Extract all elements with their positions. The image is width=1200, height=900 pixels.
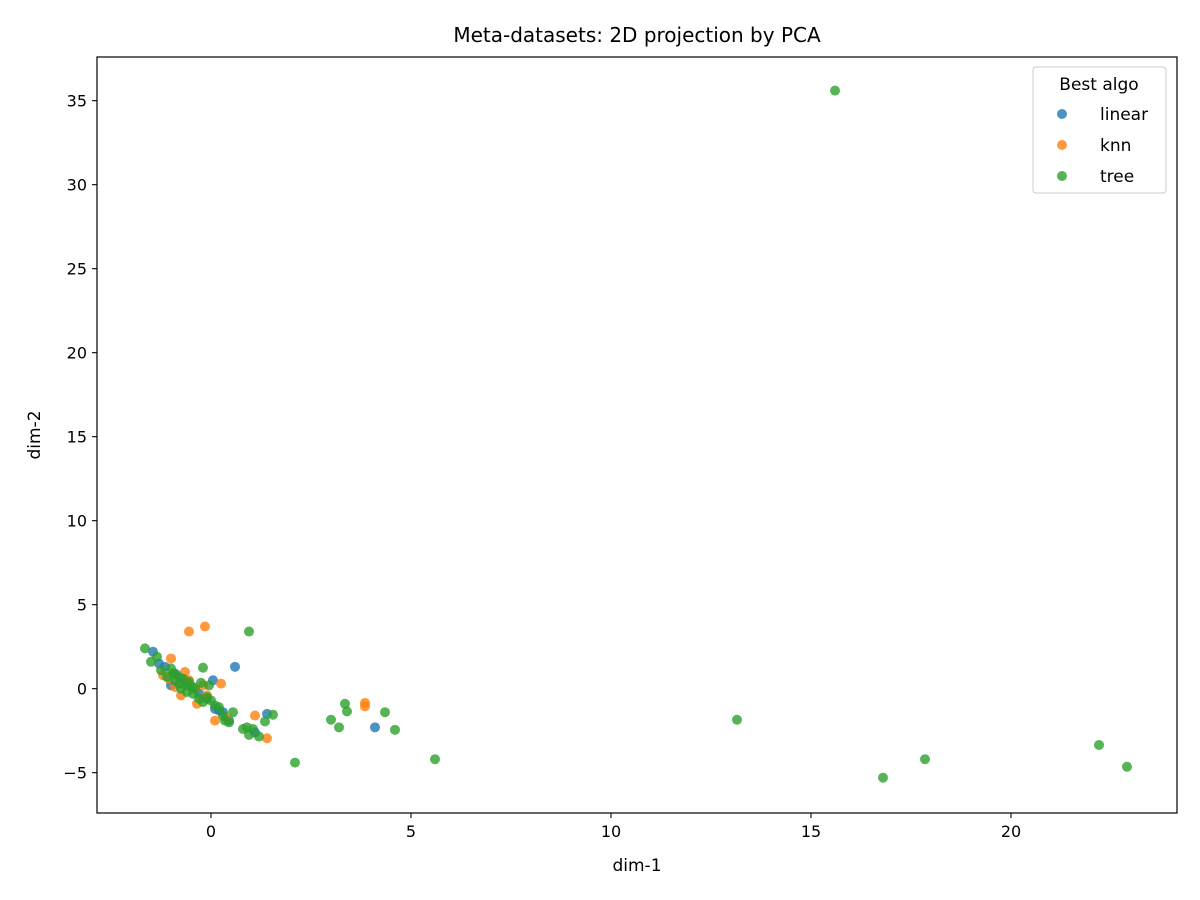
- data-point-tree: [268, 709, 278, 720]
- data-point-knn: [216, 678, 226, 689]
- y-tick-label: 0: [77, 680, 87, 699]
- y-tick-label: 25: [67, 260, 87, 279]
- data-point-tree: [732, 714, 742, 725]
- data-point-tree: [260, 716, 270, 727]
- data-point-knn: [200, 621, 210, 632]
- data-point-tree: [152, 651, 162, 662]
- data-point-knn: [210, 715, 220, 726]
- data-point-tree: [224, 717, 234, 728]
- data-point-tree: [830, 85, 840, 96]
- legend-entries: linear knn tree: [1057, 105, 1148, 187]
- data-point-tree: [156, 665, 166, 676]
- data-point-tree: [326, 714, 336, 725]
- data-point-tree: [214, 702, 224, 713]
- data-point-tree: [228, 707, 238, 718]
- y-axis-ticks: −5 0 5 10 15 20 25 30 35: [63, 92, 97, 783]
- legend-label-linear: linear: [1100, 105, 1148, 125]
- data-point-tree: [1094, 739, 1104, 750]
- data-point-knn: [262, 733, 272, 744]
- legend-marker-knn: [1057, 140, 1067, 150]
- data-point-tree: [334, 722, 344, 733]
- data-point-tree: [390, 724, 400, 735]
- data-point-knn: [360, 697, 370, 708]
- chart-title: Meta-datasets: 2D projection by PCA: [453, 23, 821, 47]
- legend-label-tree: tree: [1100, 167, 1134, 187]
- x-axis-label: dim-1: [612, 856, 661, 876]
- data-point-linear: [230, 661, 240, 672]
- y-tick-label: 20: [67, 344, 87, 363]
- y-tick-label: 10: [67, 512, 87, 531]
- y-tick-label: 15: [67, 428, 87, 447]
- data-point-tree: [140, 643, 150, 654]
- data-point-tree: [342, 706, 352, 717]
- x-tick-label: 0: [206, 822, 216, 841]
- x-axis-ticks: 0 5 10 15 20: [206, 813, 1021, 841]
- y-tick-label: 5: [77, 596, 87, 615]
- data-point-tree: [290, 757, 300, 768]
- y-tick-label: 30: [67, 176, 87, 195]
- y-axis-label: dim-2: [25, 410, 45, 459]
- data-point-knn: [184, 626, 194, 637]
- data-point-tree: [340, 698, 350, 709]
- data-point-knn: [166, 653, 176, 664]
- data-point-tree: [878, 772, 888, 783]
- legend-marker-tree: [1057, 171, 1067, 181]
- data-point-tree: [920, 754, 930, 765]
- legend-title: Best algo: [1059, 75, 1138, 95]
- x-tick-label: 20: [1001, 822, 1021, 841]
- y-tick-label: −5: [63, 764, 87, 783]
- data-point-tree: [244, 626, 254, 637]
- y-tick-label: 35: [67, 92, 87, 111]
- data-point-tree: [380, 707, 390, 718]
- plot-area-frame: [96, 56, 1178, 814]
- data-point-tree: [430, 754, 440, 765]
- x-tick-label: 5: [406, 822, 416, 841]
- data-point-linear: [370, 722, 380, 733]
- data-point-tree: [196, 677, 206, 688]
- data-point-tree: [198, 662, 208, 673]
- legend-marker-linear: [1057, 109, 1067, 119]
- data-point-tree: [248, 724, 258, 734]
- data-point-tree: [1122, 761, 1132, 772]
- data-point-tree: [204, 680, 214, 691]
- data-points: [140, 85, 1132, 783]
- legend: Best algo linear knn tree: [1032, 66, 1167, 194]
- data-point-knn: [250, 710, 260, 721]
- legend-label-knn: knn: [1100, 136, 1131, 156]
- x-tick-label: 10: [601, 822, 621, 841]
- legend-box: [1032, 66, 1167, 194]
- data-point-tree: [254, 731, 264, 742]
- x-tick-label: 15: [801, 822, 821, 841]
